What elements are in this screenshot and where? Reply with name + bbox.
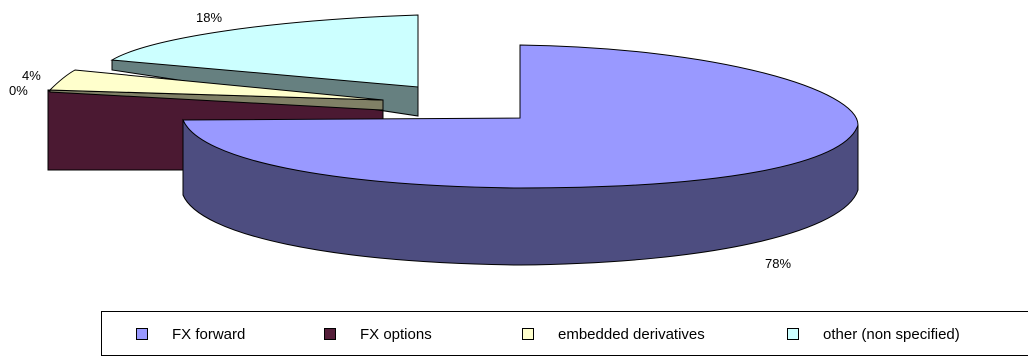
legend-swatch-embedded-derivatives — [522, 328, 534, 340]
pie-chart: 18% 4% 0% 78% — [9, 10, 859, 271]
slice-fx-forward — [182, 44, 859, 266]
slice-embedded-derivatives-top — [48, 69, 384, 101]
legend-label-embedded-derivatives: embedded derivatives — [558, 325, 705, 343]
slice-other-top — [110, 14, 419, 88]
legend-swatch-other — [787, 328, 799, 340]
legend-item-embedded-derivatives: embedded derivatives — [522, 325, 705, 343]
legend-label-fx-options: FX options — [360, 325, 432, 343]
legend-item-fx-forward: FX forward — [136, 325, 245, 343]
label-embedded-derivatives: 4% — [22, 68, 41, 83]
legend-item-other: other (non specified) — [787, 325, 960, 343]
legend-label-fx-forward: FX forward — [172, 325, 246, 343]
label-fx-options: 0% — [9, 83, 28, 98]
legend-swatch-fx-forward — [136, 328, 148, 340]
label-fx-forward: 78% — [765, 256, 791, 271]
slice-embedded-derivatives — [48, 69, 384, 111]
legend-label-other: other (non specified) — [823, 325, 960, 343]
label-other: 18% — [196, 10, 222, 25]
legend-item-fx-options: FX options — [324, 325, 432, 343]
legend-swatch-fx-options — [324, 328, 336, 340]
slice-fx-forward-top — [182, 44, 859, 189]
chart-legend: FX forward FX options embedded derivativ… — [101, 311, 1028, 356]
